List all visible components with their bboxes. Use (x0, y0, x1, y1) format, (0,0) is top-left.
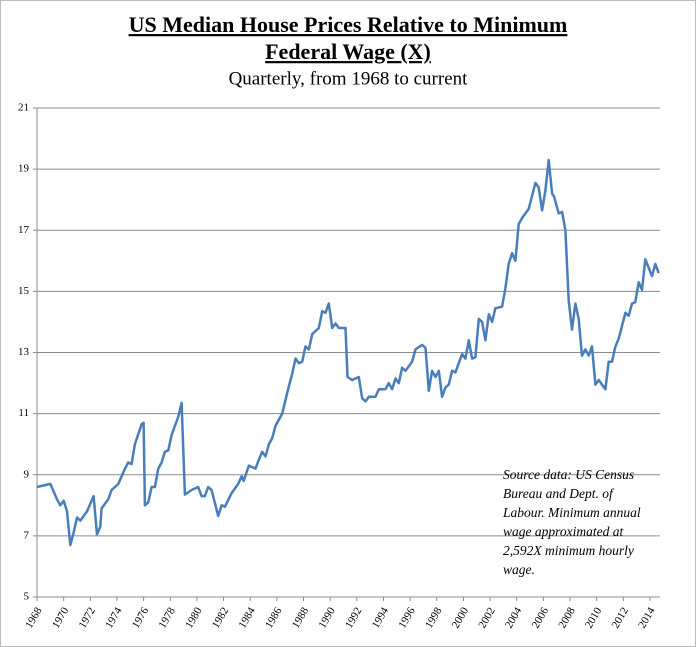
x-tick-label: 2002 (476, 605, 497, 630)
x-tick-label: 2012 (610, 605, 631, 630)
y-tick-label: 5 (24, 591, 30, 603)
x-tick-label: 1992 (343, 605, 364, 630)
y-tick-label: 11 (18, 407, 29, 419)
x-tick-label: 2014 (636, 605, 658, 630)
x-tick-label: 1970 (50, 605, 72, 630)
y-tick-label: 9 (24, 468, 30, 480)
x-tick-label: 2006 (530, 605, 552, 630)
y-tick-label: 19 (18, 163, 30, 175)
annotation: Source data: US Census (503, 467, 634, 482)
chart-subtitle: Quarterly, from 1968 to current (229, 68, 469, 89)
chart-title: US Median House Prices Relative to Minim… (129, 12, 568, 37)
x-tick-label: 1998 (423, 605, 445, 630)
annotation: Labour. Minimum annual (502, 505, 641, 520)
x-tick-label: 1990 (316, 605, 338, 630)
y-tick-label: 15 (18, 285, 30, 297)
y-tick-label: 7 (24, 529, 30, 541)
x-tick-label: 2008 (556, 605, 578, 630)
x-tick-label: 1986 (263, 605, 285, 630)
x-tick-label: 1976 (130, 605, 152, 630)
x-tick-label: 1984 (236, 605, 258, 630)
x-tick-label: 2000 (450, 605, 472, 630)
line (36, 158, 660, 547)
x-tick-label: 1972 (77, 605, 98, 630)
x-tick-label: 2004 (503, 605, 525, 630)
x-tick-label: 1968 (23, 605, 45, 630)
annotation: wage approximated at (503, 524, 624, 539)
x-tick-label: 1988 (290, 605, 312, 630)
chart-title: Federal Wage (X) (265, 39, 431, 64)
annotation: 2,592X minimum hourly (503, 543, 634, 558)
y-tick-label: 17 (18, 224, 30, 236)
x-tick-label: 1980 (183, 605, 205, 630)
annotation: Bureau and Dept. of (503, 486, 615, 501)
y-tick-label: 13 (18, 346, 30, 358)
annotation: wage. (503, 562, 535, 577)
x-tick-label: 2010 (583, 605, 605, 630)
x-tick-label: 1978 (157, 605, 179, 630)
x-tick-label: 1982 (210, 605, 231, 630)
x-tick-label: 1994 (370, 605, 392, 630)
x-tick-label: 1974 (103, 605, 125, 630)
x-tick-label: 1996 (396, 605, 418, 630)
y-tick-label: 21 (18, 102, 29, 114)
